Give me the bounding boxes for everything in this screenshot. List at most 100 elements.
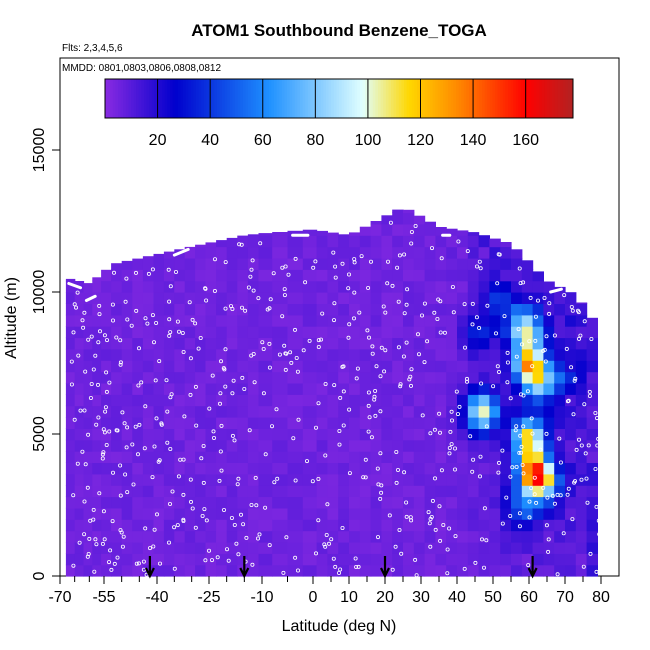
heatmap-cell (565, 462, 577, 475)
heatmap-cell (258, 462, 273, 475)
heatmap-cell (316, 292, 328, 304)
sample-point (427, 521, 432, 526)
colorbar-segment (253, 79, 257, 118)
heatmap-cell (287, 564, 304, 577)
heatmap-cell (132, 292, 144, 304)
heatmap-cell (511, 417, 523, 429)
sample-point (215, 555, 220, 560)
sample-point (409, 367, 414, 372)
heatmap-cell (316, 564, 328, 577)
heatmap-cell (205, 507, 217, 520)
sample-point (250, 562, 255, 567)
sample-point (331, 250, 336, 255)
sample-point (85, 485, 90, 490)
heatmap-cell (74, 394, 85, 407)
heatmap-cell (359, 564, 372, 577)
heatmap-cell (543, 382, 555, 395)
colorbar-segment (526, 79, 530, 118)
sample-point (130, 442, 135, 447)
heatmap-cell (543, 348, 555, 361)
colorbar-segment (294, 79, 298, 118)
heatmap-cell (153, 292, 165, 304)
heatmap-cell (392, 292, 404, 304)
heatmap-cell (370, 360, 382, 373)
heatmap-cell (575, 303, 588, 316)
sample-point (304, 459, 309, 464)
heatmap-cell (359, 553, 372, 566)
y-axis-label: Altitude (m) (3, 277, 20, 359)
sample-point (218, 359, 223, 364)
sample-point (373, 413, 378, 418)
heatmap-cell (424, 235, 436, 248)
heatmap-cell (92, 280, 102, 293)
heatmap-cell (142, 405, 155, 418)
heatmap-cell (83, 507, 93, 520)
heatmap-cell (216, 257, 228, 270)
sample-point (351, 316, 356, 321)
heatmap-cell (163, 326, 175, 339)
colorbar-segment (305, 79, 309, 118)
sample-point (188, 499, 193, 504)
heatmap-cell (392, 507, 404, 520)
heatmap-cell (392, 235, 404, 248)
heatmap-cell (338, 530, 350, 543)
heatmap-cell (111, 382, 123, 395)
heatmap-cell (413, 451, 426, 463)
heatmap-cell (237, 485, 249, 498)
sample-point (557, 436, 562, 441)
heatmap-cell (575, 314, 588, 327)
heatmap-cell (237, 394, 249, 407)
heatmap-cell (586, 439, 598, 452)
heatmap-cell (359, 348, 372, 361)
heatmap-cell (489, 462, 501, 475)
heatmap-cell (403, 519, 415, 532)
heatmap-cell (435, 246, 447, 259)
heatmap-cell (237, 473, 249, 486)
heatmap-cell (327, 371, 339, 384)
sample-point (291, 436, 296, 441)
heatmap-cell (413, 280, 426, 293)
heatmap-cell (489, 371, 501, 384)
colorbar-segment (378, 79, 381, 118)
heatmap-cell (132, 564, 144, 577)
heatmap-cell (247, 541, 260, 554)
heatmap-cell (111, 462, 123, 475)
sample-point (101, 509, 106, 514)
heatmap-cell (237, 337, 249, 350)
heatmap-cell (237, 246, 249, 259)
colorbar-segment (284, 79, 288, 118)
heatmap-cell (424, 462, 436, 475)
colorbar-segment (539, 79, 543, 118)
heatmap-cell (163, 360, 175, 373)
heatmap-cell (184, 462, 196, 475)
sample-point (83, 462, 88, 467)
sample-point (464, 376, 469, 381)
sample-point (413, 223, 418, 228)
sample-point (450, 284, 455, 289)
heatmap-cell (381, 394, 393, 407)
heatmap-cell (359, 541, 372, 554)
heatmap-cell (153, 314, 165, 327)
heatmap-cell (327, 564, 339, 577)
heatmap-cell (370, 337, 382, 350)
heatmap-cell (216, 530, 228, 543)
sample-point (104, 442, 109, 447)
sample-point (536, 298, 541, 303)
heatmap-cell (132, 382, 144, 395)
colorbar-segment (419, 79, 423, 118)
heatmap-cell (132, 348, 144, 361)
sample-point (573, 479, 578, 484)
heatmap-cell (478, 507, 490, 520)
heatmap-cell (359, 303, 372, 316)
heatmap-cell (92, 292, 102, 304)
colorbar-segment (320, 79, 324, 118)
colorbar-segment (450, 79, 454, 118)
heatmap-cell (101, 303, 112, 316)
heatmap-cell (216, 280, 228, 293)
heatmap-cell (74, 541, 85, 554)
sample-point (120, 544, 125, 549)
colorbar-segment (359, 79, 363, 118)
sample-point (310, 479, 315, 484)
heatmap-cell (195, 382, 207, 395)
sample-point (428, 431, 433, 436)
